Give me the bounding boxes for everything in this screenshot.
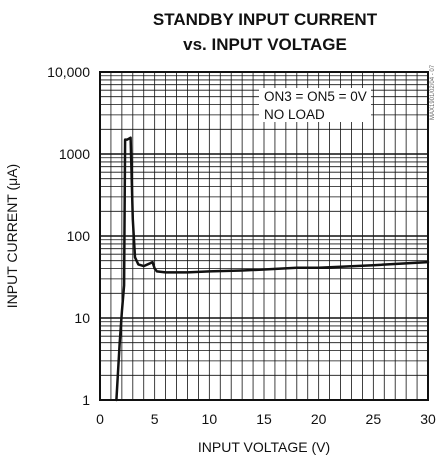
y-tick-label: 100 <box>67 228 91 244</box>
x-tick-label: 5 <box>151 411 159 427</box>
chart-title-line-2: vs. INPUT VOLTAGE <box>183 35 347 54</box>
grid <box>100 72 428 400</box>
x-tick-labels: 0 5 10 15 20 25 30 <box>96 411 436 427</box>
series-line <box>115 136 430 402</box>
plot-frame <box>99 71 429 401</box>
chart-title-line-1: STANDBY INPUT CURRENT <box>153 10 378 29</box>
y-tick-label: 1000 <box>59 146 90 162</box>
x-tick-label: 20 <box>311 411 327 427</box>
y-tick-labels: 1 10 100 1000 10,000 <box>47 64 90 408</box>
x-axis-label: INPUT VOLTAGE (V) <box>198 439 330 455</box>
x-tick-label: 15 <box>256 411 272 427</box>
annotation-condition: ON3 = ON5 = 0V <box>264 89 367 104</box>
x-tick-label: 30 <box>420 411 436 427</box>
x-tick-label: 10 <box>202 411 218 427</box>
annotation-load: NO LOAD <box>264 107 325 122</box>
y-tick-label: 10,000 <box>47 64 90 80</box>
x-tick-label: 25 <box>366 411 382 427</box>
y-axis-label: INPUT CURRENT (μA) <box>4 164 20 308</box>
y-tick-label: 10 <box>74 310 90 326</box>
annotation-box <box>259 88 371 122</box>
side-code: MAX1901/02/04 - 07 <box>430 64 436 120</box>
y-tick-label: 1 <box>82 392 90 408</box>
x-tick-label: 0 <box>96 411 104 427</box>
